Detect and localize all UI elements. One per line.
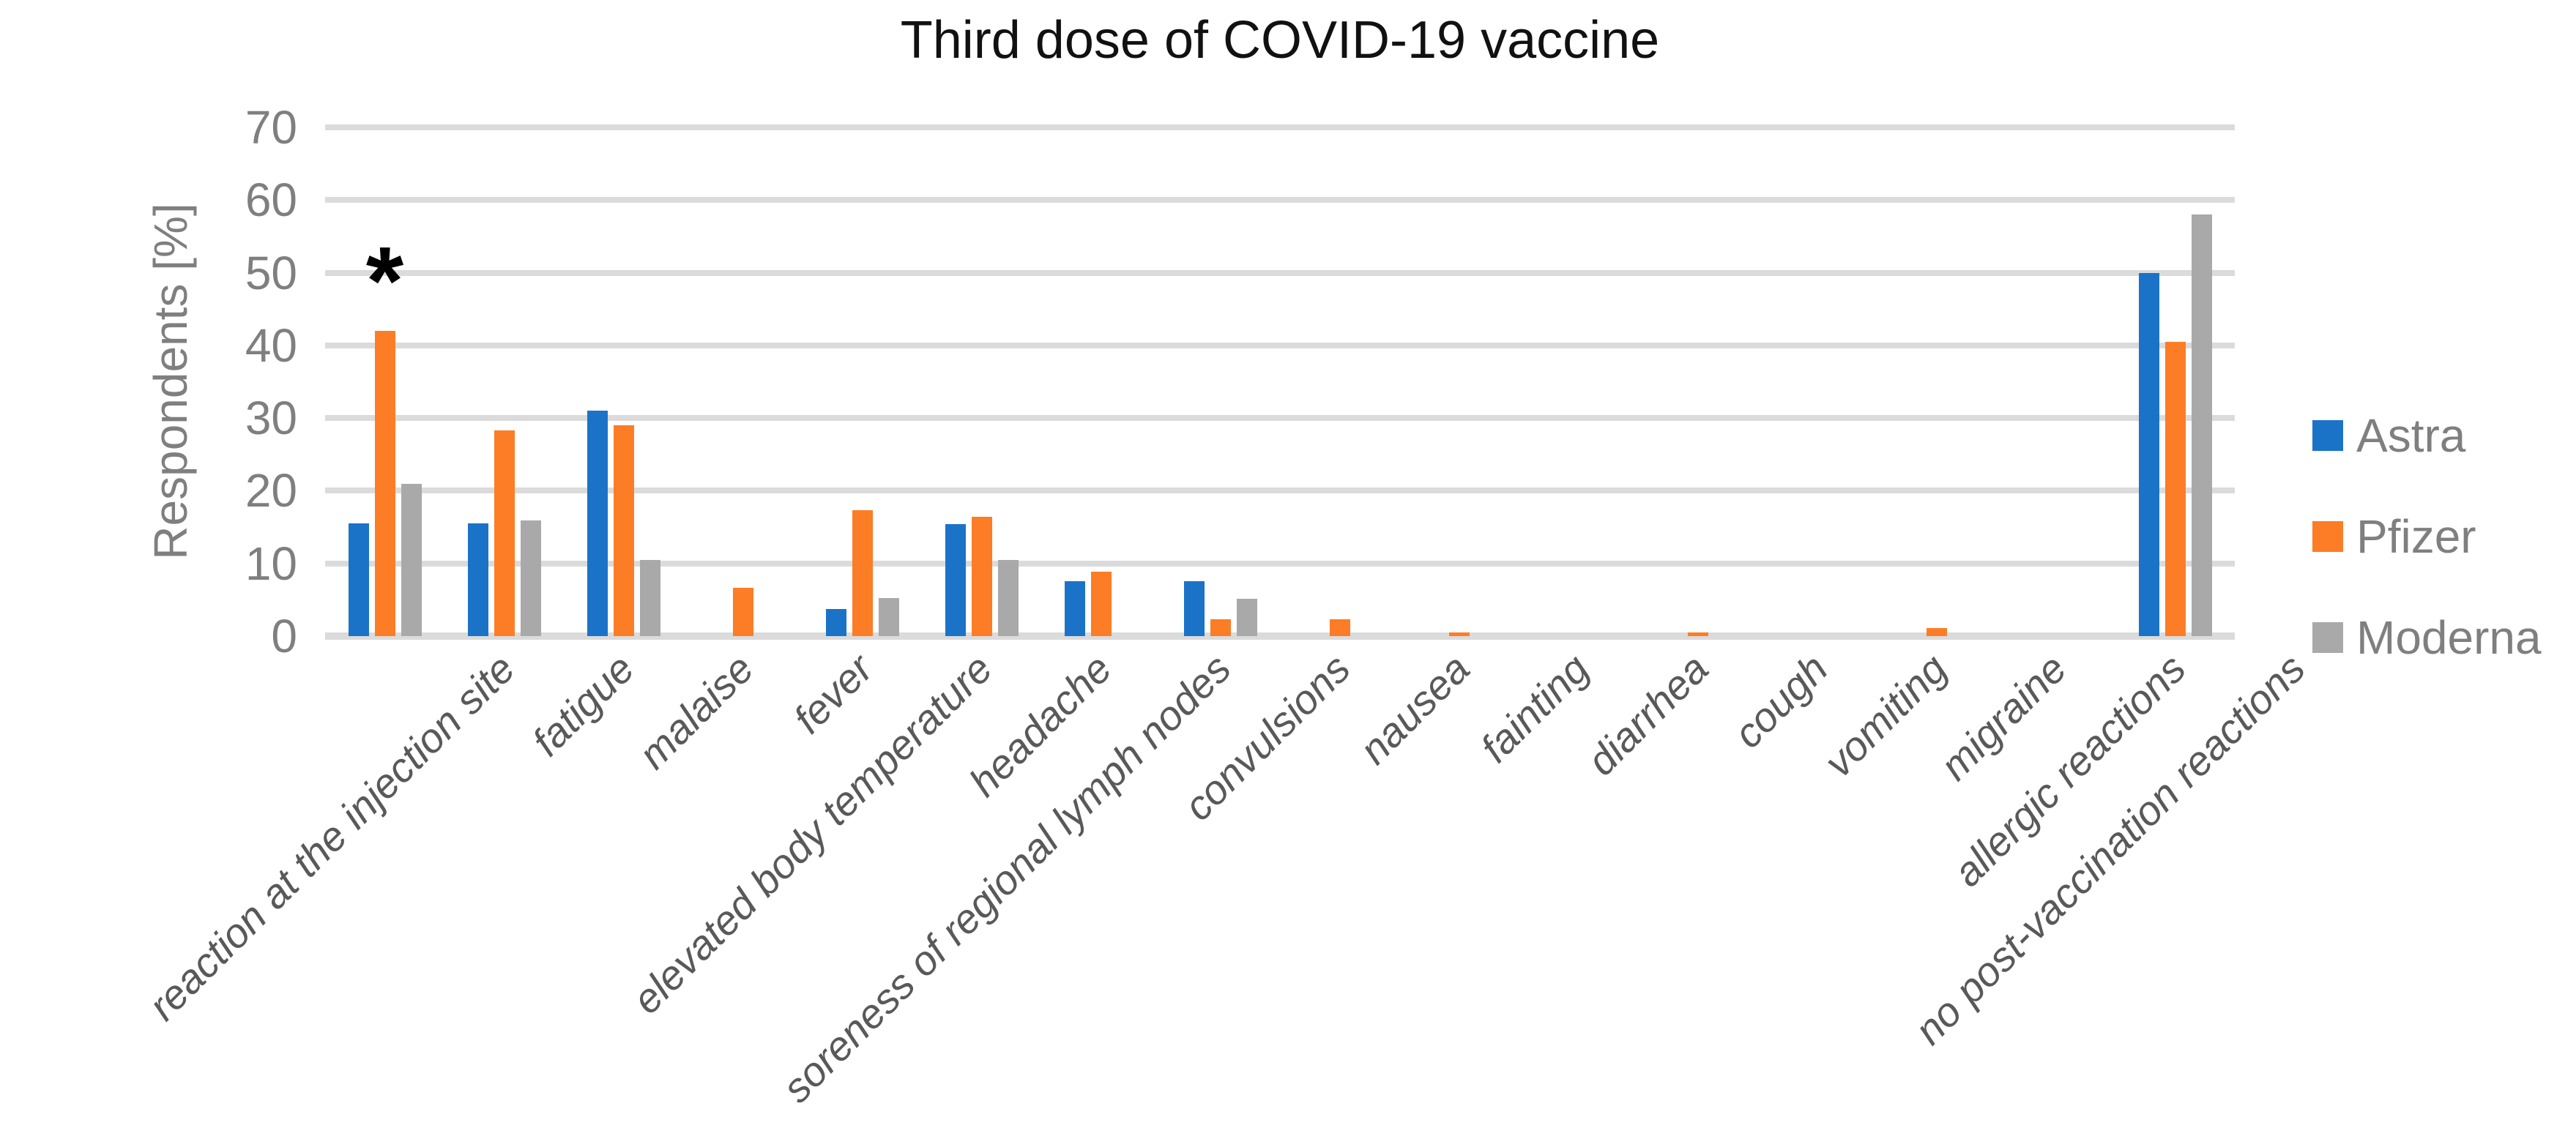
y-tick-label-0: 0 <box>271 610 297 662</box>
gridline-20 <box>325 488 2235 494</box>
bar-pfizer-5 <box>971 517 992 636</box>
bar-moderna-7 <box>1236 599 1257 636</box>
legend-label-astra: Astra <box>2356 409 2466 462</box>
bar-pfizer-13 <box>1926 628 1947 636</box>
bar-pfizer-7 <box>1210 619 1231 636</box>
bar-moderna-5 <box>997 559 1019 636</box>
bar-moderna-4 <box>878 598 899 636</box>
legend-entry-astra: Astra <box>2312 410 2576 461</box>
bar-moderna-15 <box>2191 214 2212 636</box>
y-tick-label-60: 60 <box>245 173 297 227</box>
y-tick-label-30: 30 <box>245 392 297 445</box>
y-tick-label-40: 40 <box>245 318 297 372</box>
legend-swatch-astra <box>2312 420 2343 451</box>
bar-astra-0 <box>348 523 369 636</box>
bar-astra-1 <box>467 523 488 636</box>
gridline-10 <box>325 560 2235 567</box>
bar-pfizer-8 <box>1329 619 1350 636</box>
bar-astra-2 <box>587 411 608 636</box>
bar-astra-5 <box>945 524 966 636</box>
gridline-70 <box>325 124 2235 130</box>
significance-asterisk: * <box>365 227 404 335</box>
bar-pfizer-4 <box>852 510 873 636</box>
bar-pfizer-1 <box>494 430 515 636</box>
chart-title: Third dose of COVID-19 vaccine <box>900 11 1660 70</box>
bar-pfizer-9 <box>1448 632 1470 636</box>
gridline-60 <box>325 197 2235 203</box>
gridline-30 <box>325 415 2235 422</box>
bar-pfizer-0 <box>374 331 395 636</box>
bar-pfizer-11 <box>1687 632 1708 636</box>
bar-astra-7 <box>1183 580 1205 636</box>
legend-swatch-moderna <box>2312 622 2343 653</box>
gridline-50 <box>325 269 2235 276</box>
legend: Astra Pfizer Moderna <box>2312 0 2576 1128</box>
legend-entry-pfizer: Pfizer <box>2312 511 2576 562</box>
y-tick-label-10: 10 <box>245 537 297 590</box>
legend-entry-moderna: Moderna <box>2312 612 2576 663</box>
bar-pfizer-2 <box>613 425 634 636</box>
bar-pfizer-6 <box>1090 571 1112 636</box>
bar-astra-4 <box>825 609 846 636</box>
bar-moderna-0 <box>401 483 422 636</box>
y-tick-label-50: 50 <box>245 246 297 299</box>
bar-moderna-1 <box>520 520 541 636</box>
y-tick-label-20: 20 <box>245 464 297 518</box>
legend-swatch-pfizer <box>2312 521 2343 552</box>
legend-label-pfizer: Pfizer <box>2356 510 2476 563</box>
bar-astra-6 <box>1064 580 1085 636</box>
bar-astra-15 <box>2138 272 2159 636</box>
bar-pfizer-15 <box>2164 341 2186 636</box>
bar-pfizer-3 <box>732 588 753 636</box>
y-tick-label-70: 70 <box>245 101 297 154</box>
legend-label-moderna: Moderna <box>2356 611 2542 664</box>
gridline-40 <box>325 342 2235 348</box>
gridline-0 <box>325 632 2235 640</box>
bar-moderna-2 <box>639 559 660 636</box>
